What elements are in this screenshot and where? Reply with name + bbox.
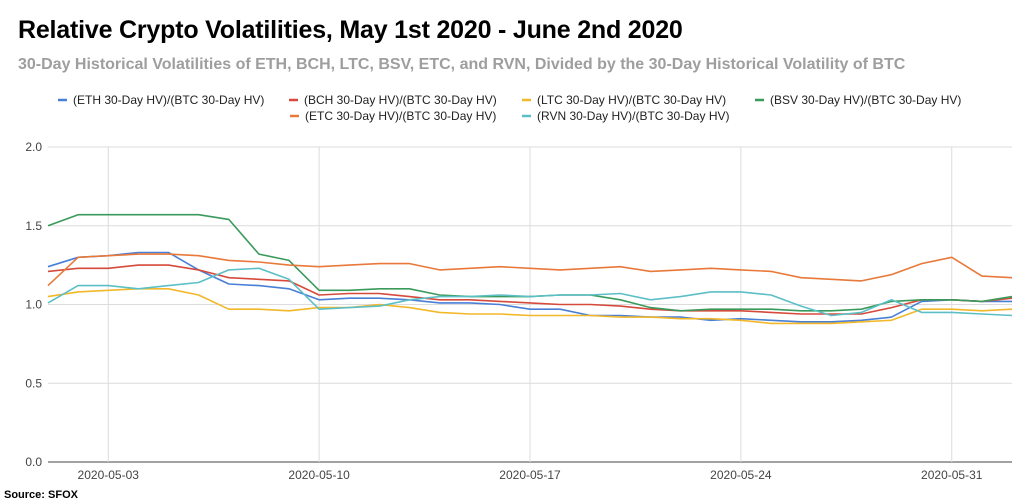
series-line-1 [47,251,1012,323]
x-tick-label: 2020-05-10 [288,468,350,482]
source-note: Source: SFOX [4,489,78,501]
legend-item: (ETH 30-Day HV)/(BTC 30-Day HV) [73,93,264,107]
chart-subtitle: 30-Day Historical Volatilities of ETH, B… [18,56,906,73]
y-tick-label: 1.5 [25,219,42,233]
legend-item: (ETC 30-Day HV)/(BTC 30-Day HV) [305,109,496,123]
legend-item: (BCH 30-Day HV)/(BTC 30-Day HV) [304,93,497,107]
y-tick-label: 0.5 [25,376,42,390]
legend-item: (LTC 30-Day HV)/(BTC 30-Day HV) [537,93,726,107]
series-line-5 [47,253,1013,287]
y-tick-label: 0.0 [25,455,42,469]
series-line-6 [47,267,1013,317]
y-tick-label: 2.0 [25,140,42,154]
series-line-3 [47,288,1013,325]
x-tick-label: 2020-05-17 [499,468,561,482]
legend-item: (RVN 30-Day HV)/(BTC 30-Day HV) [537,109,729,123]
y-tick-label: 1.0 [25,298,42,312]
x-tick-label: 2020-05-31 [921,468,983,482]
x-tick-label: 2020-05-24 [710,468,772,482]
legend-item: (BSV 30-Day HV)/(BTC 30-Day HV) [770,93,961,107]
x-tick-label: 2020-05-03 [78,468,140,482]
chart-title: Relative Crypto Volatilities, May 1st 20… [18,16,683,44]
